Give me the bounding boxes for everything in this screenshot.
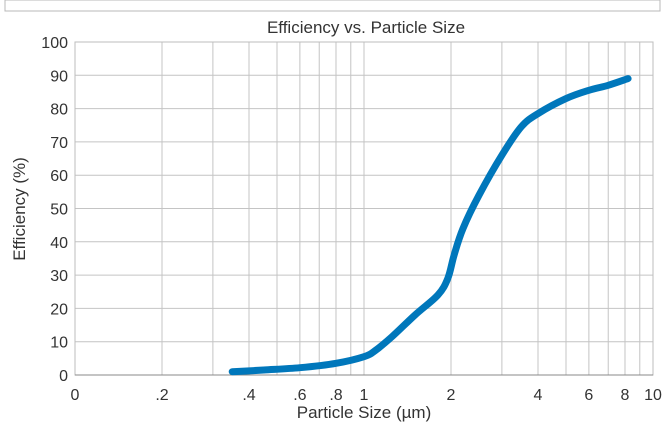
x-tick-label: .6 — [293, 387, 306, 404]
x-tick-label: 0 — [71, 387, 80, 404]
y-tick-label: 10 — [50, 335, 68, 352]
y-tick-label: 40 — [50, 235, 68, 252]
x-tick-label: .4 — [242, 387, 255, 404]
y-tick-label: 70 — [50, 135, 68, 152]
x-tick-label: 10 — [644, 387, 662, 404]
y-tick-label: 100 — [41, 35, 68, 52]
y-tick-label: 50 — [50, 202, 68, 219]
x-tick-label: .8 — [329, 387, 342, 404]
efficiency-curve — [228, 75, 632, 376]
y-tick-labels: 0 10 20 30 40 50 60 70 80 90 100 — [41, 35, 68, 385]
top-banner-strip — [4, 0, 661, 12]
x-tick-label: 2 — [447, 387, 456, 404]
x-tick-label: .2 — [155, 387, 168, 404]
x-axis-label: Particle Size (µm) — [297, 403, 431, 422]
x-tick-labels: 0 .2 .4 .6 .8 1 2 4 6 8 10 — [71, 387, 662, 404]
y-tick-label: 90 — [50, 68, 68, 85]
chart-title: Efficiency vs. Particle Size — [267, 18, 465, 37]
data-series — [228, 75, 632, 376]
plot-area-frame — [74, 41, 654, 376]
x-tick-label: 4 — [534, 387, 543, 404]
x-tick-label: 6 — [584, 387, 593, 404]
x-tick-label: 8 — [621, 387, 630, 404]
y-axis-label: Efficiency (%) — [10, 157, 29, 261]
x-tick-label: 1 — [360, 387, 369, 404]
y-tick-label: 60 — [50, 168, 68, 185]
y-tick-label: 0 — [59, 368, 68, 385]
grid-lines — [74, 41, 654, 376]
y-tick-label: 20 — [50, 301, 68, 318]
y-tick-label: 30 — [50, 268, 68, 285]
y-tick-label: 80 — [50, 102, 68, 119]
